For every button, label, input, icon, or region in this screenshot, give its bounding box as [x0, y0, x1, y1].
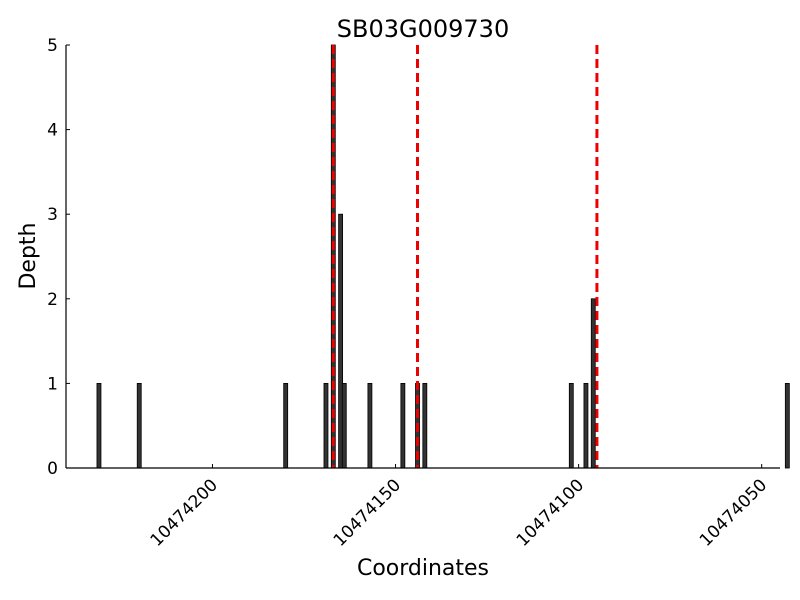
- depth-bar-10: [422, 382, 428, 469]
- bars-group: [96, 44, 790, 469]
- y-tick-label-0: 0: [47, 459, 58, 479]
- y-tick-label-3: 3: [47, 205, 58, 225]
- markers-group: [331, 45, 599, 468]
- x-tick-label-2: 10474100: [513, 475, 588, 550]
- depth-bar-12: [583, 382, 589, 469]
- depth-bar-3: [323, 382, 329, 469]
- depth-bar-11: [568, 382, 574, 469]
- y-tick-label-5: 5: [47, 36, 58, 56]
- y-tick-label-2: 2: [47, 290, 58, 310]
- chart-title: SB03G009730: [337, 15, 509, 43]
- y-tick-label-4: 4: [47, 121, 58, 141]
- y-tick-label-1: 1: [47, 374, 58, 394]
- y-axis-label: Depth: [16, 222, 41, 289]
- depth-bar-2: [283, 382, 289, 469]
- x-tick-label-0: 10474200: [147, 475, 222, 550]
- depth-bar-6: [341, 382, 347, 469]
- x-axis-label: Coordinates: [357, 556, 489, 581]
- axes-group: [65, 45, 780, 469]
- depth-bar-14: [784, 382, 790, 469]
- depth-bar-0: [96, 382, 102, 469]
- depth-bar-13: [590, 298, 596, 469]
- x-tick-label-1: 10474150: [330, 475, 405, 550]
- x-tick-label-3: 10474050: [696, 475, 771, 550]
- depth-bar-1: [136, 382, 142, 469]
- depth-bar-8: [400, 382, 406, 469]
- depth-bar-7: [367, 382, 373, 469]
- ticks-group: 0 1 2 3 4 5 10474200 10474150 10474100 10474050: [47, 36, 771, 551]
